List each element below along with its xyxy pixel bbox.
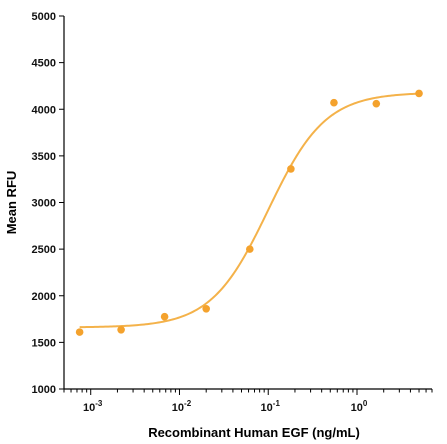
fit-curve bbox=[79, 92, 420, 329]
x-tick-label: 10-2 bbox=[172, 399, 192, 414]
data-point bbox=[202, 305, 210, 313]
data-point bbox=[287, 165, 295, 173]
x-tick-label: 10-1 bbox=[261, 399, 281, 414]
y-tick-label: 4000 bbox=[32, 104, 56, 116]
x-axis-title: Recombinant Human EGF (ng/mL) bbox=[148, 425, 360, 440]
data-point bbox=[415, 89, 423, 98]
y-tick-label: 3000 bbox=[32, 198, 56, 210]
y-axis-title: Mean RFU bbox=[4, 171, 19, 235]
x-tick-label: 100 bbox=[351, 399, 368, 414]
y-tick-label: 3500 bbox=[32, 151, 56, 163]
data-points bbox=[75, 89, 423, 336]
data-point bbox=[75, 328, 84, 336]
data-point bbox=[117, 325, 125, 334]
data-point bbox=[246, 245, 254, 253]
data-point bbox=[160, 312, 169, 321]
y-tick-label: 5000 bbox=[32, 11, 56, 23]
y-tick-label: 2000 bbox=[32, 291, 56, 303]
data-point bbox=[372, 99, 381, 108]
y-tick-label: 2500 bbox=[32, 244, 56, 256]
x-tick-label: 10-3 bbox=[83, 399, 103, 414]
x-ticks: 10-3 10-2 10-1 100 bbox=[63, 389, 433, 414]
data-point bbox=[330, 98, 338, 107]
y-tick-label: 4500 bbox=[32, 58, 56, 70]
y-tick-label: 1500 bbox=[32, 337, 56, 349]
y-ticks: 1000 1500 2000 2500 3000 3500 4000 4500 5000 bbox=[32, 11, 64, 396]
y-tick-label: 1000 bbox=[32, 384, 56, 396]
